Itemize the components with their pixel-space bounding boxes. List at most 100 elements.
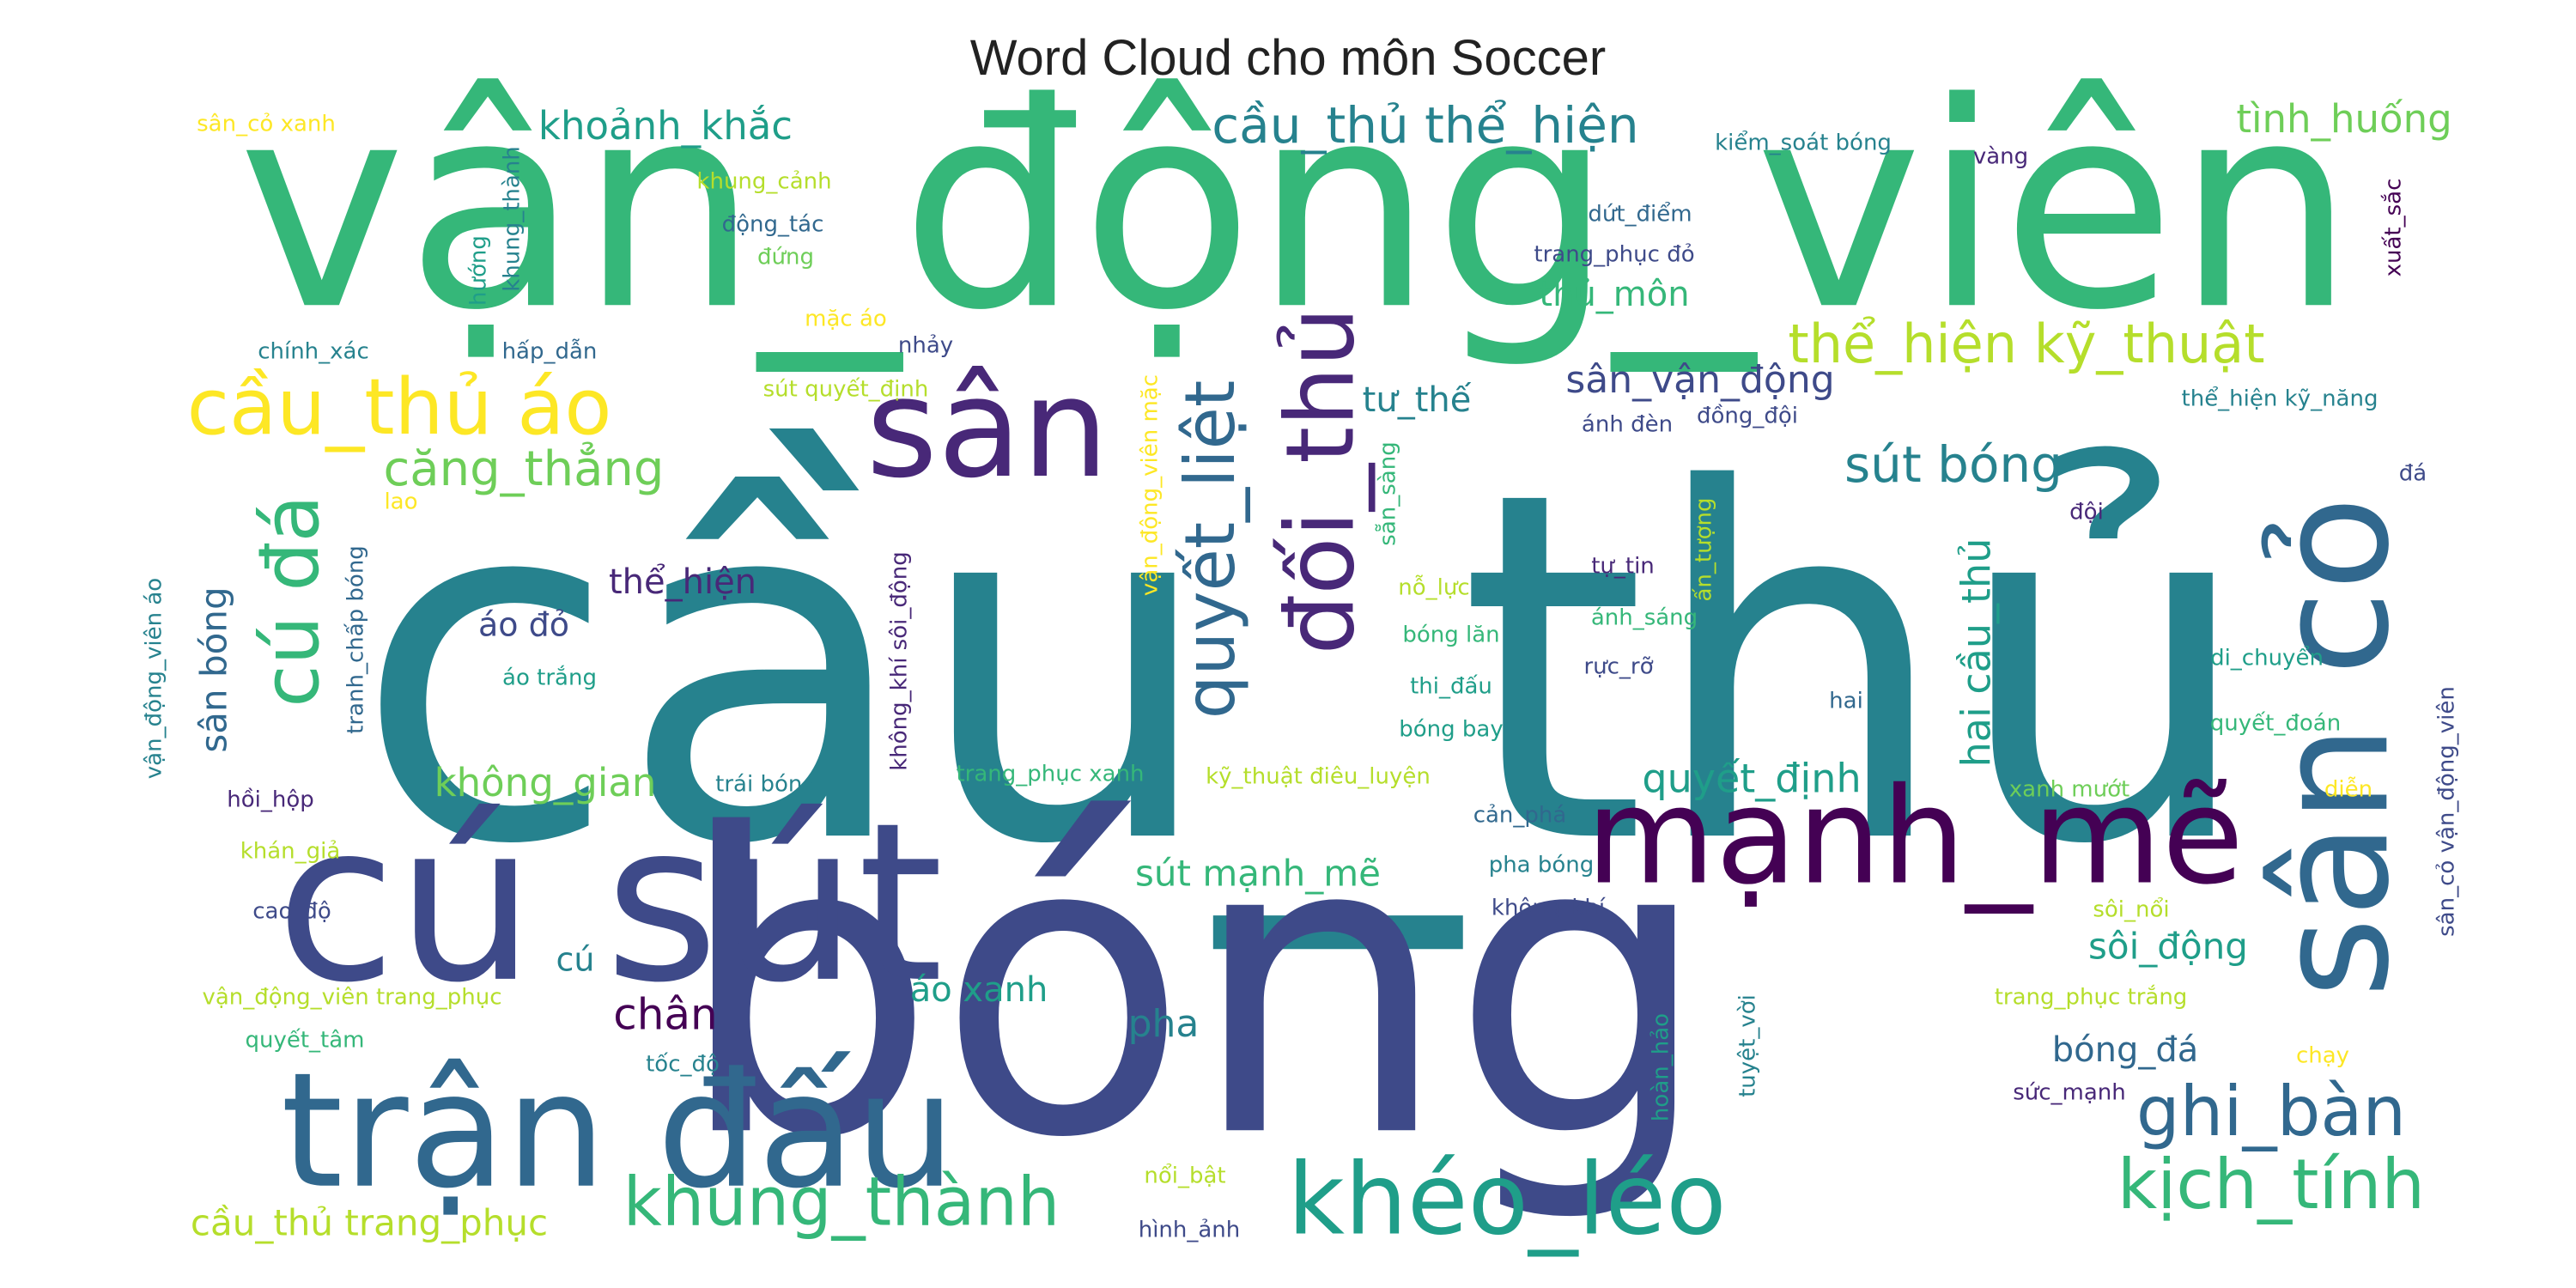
- word-hấp-dẫn: hấp_dẫn: [502, 338, 598, 365]
- word-kiểm-soát-bóng: kiểm_soát bóng: [1715, 130, 1892, 156]
- word-áo-xanh: áo xanh: [910, 970, 1048, 1010]
- word-ghi-bàn: ghi_bàn: [2136, 1072, 2406, 1151]
- word-pha-bóng: pha bóng: [1489, 853, 1595, 878]
- word-thể-hiện: thể_hiện: [609, 562, 756, 602]
- word-khéo-léo: khéo_léo: [1287, 1143, 1726, 1258]
- word-sút-mạnh-mẽ: sút mạnh_mẽ: [1135, 853, 1381, 895]
- word-diễn: diễn: [2324, 776, 2372, 803]
- word-mặc-áo: mặc áo: [805, 307, 887, 332]
- word-bóng-đá: bóng_đá: [2052, 1030, 2199, 1070]
- word-vận-động-viên-áo: vận_động_viên áo: [142, 578, 167, 779]
- word-đối-thủ: đối_thủ: [1265, 307, 1375, 654]
- word-hướng: hướng: [466, 235, 492, 306]
- word-khung-cảnh: khung_cảnh: [696, 169, 831, 195]
- word-tốc-độ: tốc_độ: [646, 1052, 720, 1078]
- word-cầu-thủ-thể-hiện: cầu_thủ thể_hiện: [1212, 96, 1638, 155]
- word-xuất-sắc: xuất_sắc: [2380, 179, 2407, 277]
- word-cú-đá: cú đá: [246, 495, 337, 707]
- word-lao: lao: [384, 489, 417, 515]
- word-tranh-chấp-bóng: tranh_chấp bóng: [343, 545, 369, 734]
- word-trang-phục-xanh: trang_phục xanh: [956, 762, 1144, 787]
- word-bóng-bay: bóng bay: [1399, 717, 1503, 743]
- word-bóng-lăn: bóng lăn: [1402, 623, 1499, 648]
- word-nỗ-lực: nỗ_lực: [1398, 574, 1469, 601]
- word-tình-huống: tình_huống: [2236, 96, 2451, 142]
- word-nổi-bật: nổi_bật: [1144, 1163, 1225, 1189]
- word-quyết-liệt: quyết_liệt: [1170, 380, 1250, 719]
- word-đá: đá: [2399, 461, 2427, 487]
- word-sân-bóng: sân bóng: [193, 586, 235, 752]
- word-tuyệt-vời: tuyệt_vời: [1735, 994, 1761, 1097]
- word-ánh-đèn: ánh đèn: [1582, 412, 1673, 438]
- word-xanh-mướt: xanh mướt: [2009, 777, 2129, 803]
- word-tự-tin: tự_tin: [1591, 554, 1655, 580]
- word-dứt-điểm: dứt_điểm: [1588, 201, 1692, 228]
- word-khung-thành: khung_thành: [623, 1163, 1060, 1241]
- word-hai: hai: [1829, 689, 1863, 714]
- word-cầu-thủ: cầu_thủ: [354, 390, 2256, 956]
- word-sân: sân: [866, 348, 1109, 508]
- word-sôi-động: sôi_động: [2088, 926, 2248, 968]
- word-quyết-định: quyết_định: [1642, 756, 1861, 802]
- word-động-tác: động_tác: [722, 212, 824, 238]
- word-không-khí: không_khí: [1492, 896, 1606, 921]
- word-ánh-sáng: ánh_sáng: [1591, 605, 1698, 631]
- word-đứng: đứng: [757, 245, 814, 270]
- word-sân-vận-động: sân_vận_động: [1565, 358, 1834, 402]
- word-cú: cú: [556, 941, 595, 979]
- word-ấn-tượng: ấn_tượng: [1692, 498, 1717, 602]
- word-không-khí-sôi-động: không_khí sôi_động: [887, 551, 913, 771]
- word-vận-động-viên: vận_động_viên: [238, 42, 2355, 376]
- word-sức-mạnh: sức_mạnh: [2013, 1080, 2126, 1106]
- word-di-chuyển: di_chuyển: [2210, 645, 2324, 671]
- word-quyết-đoán: quyết_đoán: [2210, 711, 2341, 737]
- word-cản-phá: cản_phá: [1473, 803, 1567, 829]
- word-áo-đỏ: áo đỏ: [478, 606, 569, 644]
- word-vận-động-viên-trang-phục: vận_động_viên trang_phục: [202, 985, 501, 1011]
- word-sân-cỏ: sân cỏ: [2244, 496, 2423, 998]
- word-thể-hiện-kỹ-thuật: thể_hiện kỹ_thuật: [1788, 313, 2264, 375]
- word-tư-thế: tư_thế: [1363, 380, 1472, 420]
- word-sẵn-sàng: sẵn_sàng: [1375, 441, 1401, 545]
- word-nhảy: nhảy: [898, 333, 953, 359]
- word-cầu-thủ-trang-phục: cầu_thủ trang_phục: [191, 1202, 548, 1244]
- word-thể-hiện-kỹ-năng: thể_hiện kỹ_năng: [2182, 386, 2379, 412]
- word-quyết-tâm: quyết_tâm: [245, 1028, 364, 1054]
- word-đội: đội: [2069, 500, 2104, 526]
- word-rực-rỡ: rực_rỡ: [1583, 654, 1653, 680]
- word-kịch-tính: kịch_tính: [2117, 1145, 2425, 1224]
- word-sút-bóng: sút bóng: [1844, 435, 2063, 494]
- word-thi-đấu: thi_đấu: [1410, 674, 1492, 700]
- word-pha: pha: [1128, 1002, 1200, 1046]
- word-sân-cỏ-vận-động-viên: sân_cỏ vận_động_viên: [2434, 686, 2460, 937]
- word-hình-ảnh: hình_ảnh: [1139, 1218, 1241, 1243]
- word-bóng: bóng: [675, 748, 1711, 1228]
- word-vàng: vàng: [1973, 144, 2028, 170]
- word-hoàn-hảo: hoàn_hảo: [1649, 1013, 1674, 1121]
- word-cầu-thủ-áo: cầu_thủ áo: [187, 362, 612, 453]
- word-chạy: chạy: [2296, 1043, 2349, 1069]
- word-trái-bóng: trái bóng: [715, 772, 817, 798]
- word-cú-sút: cú sút: [276, 776, 943, 1031]
- word-áo-trắng: áo trắng: [502, 665, 597, 691]
- word-trang-phục-đỏ: trang_phục đỏ: [1534, 242, 1694, 268]
- word-chân: chân: [613, 990, 718, 1040]
- chart-title: Word Cloud cho môn Soccer: [969, 30, 1607, 86]
- word-đồng-đội: đồng_đội: [1697, 404, 1798, 429]
- word-thủ-môn: thủ_môn: [1539, 275, 1689, 314]
- word-khán-giả: khán_giả: [240, 839, 341, 865]
- word-sút-quyết-định: sút quyết_định: [763, 377, 929, 403]
- word-mạnh-mẽ: mạnh_mẽ: [1586, 758, 2244, 914]
- word-hồi-hộp: hồi_hộp: [227, 787, 314, 813]
- word-trận-đấu: trận đấu: [281, 1038, 956, 1224]
- word-vận-động-viên-mặc: vận_động_viên mặc: [1138, 374, 1163, 596]
- word-không-gian: không_gian: [434, 760, 657, 805]
- word-khung-thành: khung_thành: [500, 146, 526, 292]
- word-khoảnh-khắc: khoảnh_khắc: [538, 103, 793, 149]
- word-căng-thẳng: căng_thẳng: [384, 441, 665, 497]
- word-cao-độ: cao_độ: [252, 899, 331, 925]
- word-kỹ-thuật-điêu-luyện: kỹ_thuật điêu_luyện: [1206, 764, 1431, 790]
- word-sôi-nổi: sôi_nổi: [2093, 896, 2169, 923]
- word-sân-cỏ-xanh: sân_cỏ xanh: [197, 112, 336, 137]
